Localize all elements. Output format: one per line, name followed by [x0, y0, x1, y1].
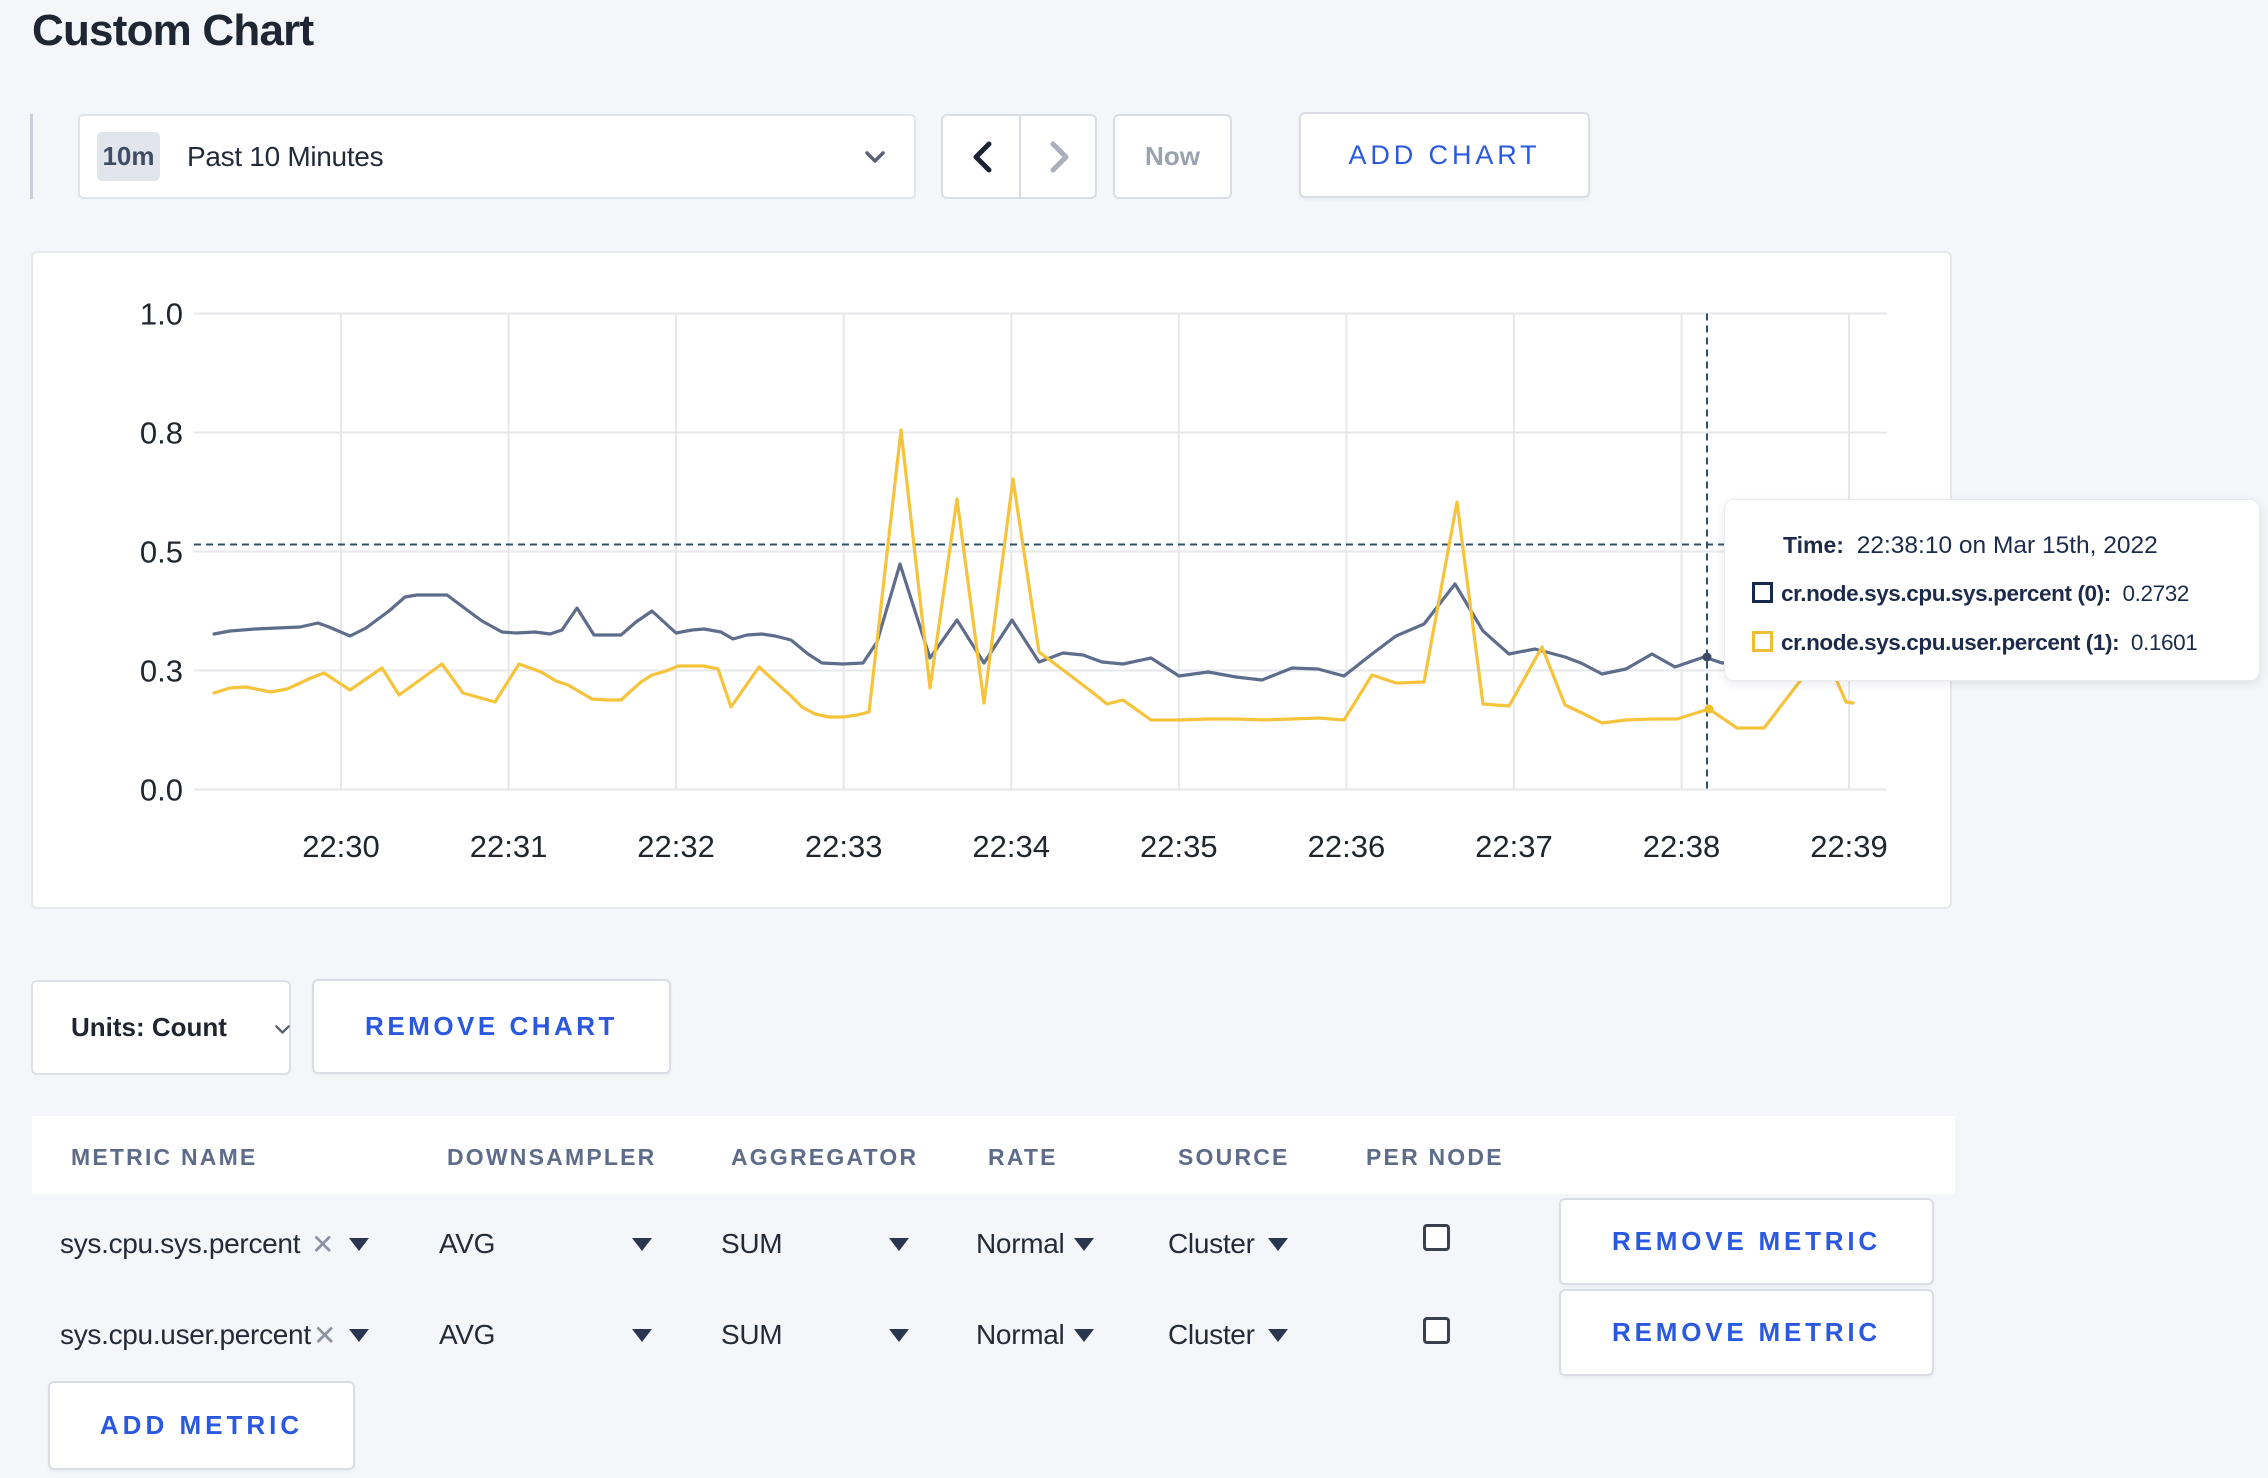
svg-text:22:33: 22:33	[805, 829, 883, 864]
svg-text:22:32: 22:32	[637, 829, 715, 864]
svg-text:0.0: 0.0	[140, 773, 183, 808]
svg-text:22:31: 22:31	[470, 829, 548, 864]
svg-text:22:35: 22:35	[1140, 829, 1218, 864]
svg-text:22:34: 22:34	[972, 829, 1050, 864]
svg-text:0.5: 0.5	[140, 535, 183, 570]
svg-text:1.0: 1.0	[140, 297, 183, 332]
svg-text:22:37: 22:37	[1475, 829, 1553, 864]
svg-text:22:30: 22:30	[302, 829, 380, 864]
svg-text:0.8: 0.8	[140, 416, 183, 451]
svg-text:22:38: 22:38	[1643, 829, 1721, 864]
svg-text:22:39: 22:39	[1810, 829, 1888, 864]
svg-text:22:36: 22:36	[1308, 829, 1386, 864]
svg-text:0.3: 0.3	[140, 654, 183, 689]
